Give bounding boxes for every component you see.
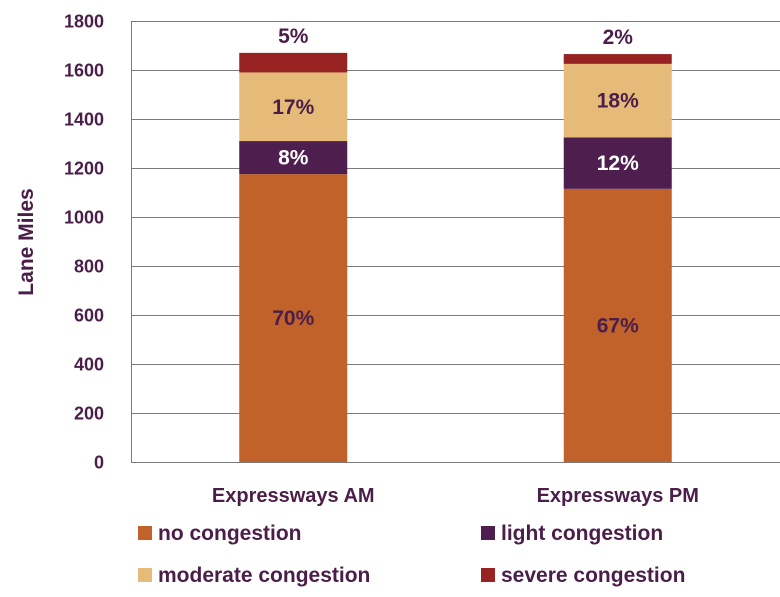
gridlines	[131, 21, 780, 414]
bar-segment	[239, 52, 348, 73]
data-label: 5%	[278, 25, 309, 48]
legend-swatch	[138, 526, 152, 540]
y-tick-label: 400	[74, 355, 104, 375]
bar-segment	[239, 141, 348, 175]
legend-label: moderate congestion	[158, 564, 370, 587]
legend-label: severe congestion	[501, 564, 685, 587]
bar-segment	[563, 137, 672, 189]
legend-item: light congestion	[481, 522, 663, 545]
legend-item: moderate congestion	[138, 564, 370, 587]
data-label: 12%	[597, 152, 639, 175]
y-tick-label: 1000	[64, 208, 104, 228]
y-axis-label: Lane Miles	[15, 188, 38, 295]
bar-segment	[563, 188, 672, 462]
data-label: 67%	[597, 314, 639, 337]
y-tick-label: 0	[94, 453, 104, 473]
x-category-labels: Expressways AM Expressways PM	[212, 485, 699, 507]
legend-item: severe congestion	[481, 564, 685, 587]
bars	[239, 52, 672, 462]
x-category-label: Expressways PM	[537, 485, 699, 507]
y-tick-label: 1800	[64, 12, 104, 32]
data-label: 2%	[603, 26, 634, 49]
legend-label: no congestion	[158, 522, 302, 545]
axes	[131, 21, 780, 463]
legend-swatch	[138, 568, 152, 582]
y-tick-labels: 0 200 400 600 800 1000 1200 1400 1600 1800	[64, 12, 104, 473]
y-tick-label: 1600	[64, 61, 104, 81]
x-category-label: Expressways AM	[212, 485, 375, 507]
legend-item: no congestion	[138, 522, 302, 545]
bar-segment	[563, 54, 672, 64]
bar-segment	[239, 72, 348, 142]
bar-segment	[239, 174, 348, 462]
y-tick-label: 800	[74, 257, 104, 277]
y-tick-label: 1400	[64, 110, 104, 130]
data-label: 18%	[597, 90, 639, 113]
legend: no congestion light congestion moderate co…	[138, 522, 685, 587]
legend-swatch	[481, 526, 495, 540]
legend-swatch	[481, 568, 495, 582]
legend-label: light congestion	[501, 522, 663, 545]
y-tick-label: 200	[74, 404, 104, 424]
data-label: 17%	[272, 96, 314, 119]
bar-segment	[563, 63, 672, 138]
data-label: 70%	[272, 307, 314, 330]
data-label: 8%	[278, 147, 309, 170]
y-tick-label: 1200	[64, 159, 104, 179]
y-tick-label: 600	[74, 306, 104, 326]
data-labels: 70% 8% 17% 5% 67% 12% 18% 2%	[272, 25, 639, 338]
